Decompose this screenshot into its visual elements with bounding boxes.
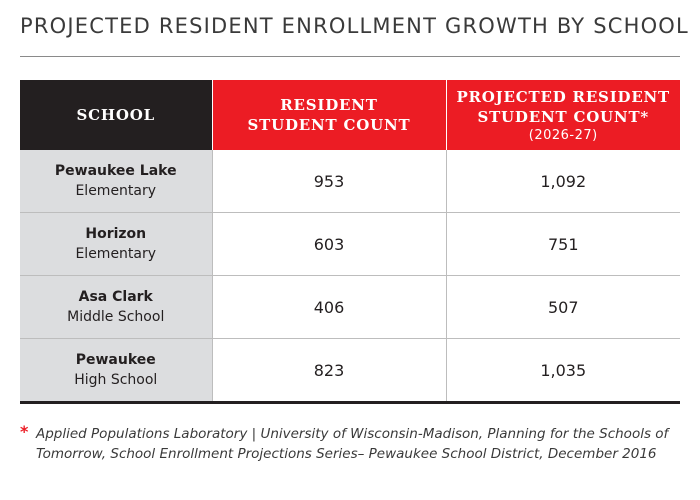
projected-count-cell: 1,092 bbox=[445, 150, 680, 213]
table-row: Pewaukee High School 823 1,035 bbox=[20, 338, 680, 401]
header-row: SCHOOL RESIDENT STUDENT COUNT PROJECTED … bbox=[20, 80, 680, 150]
header-school-label: SCHOOL bbox=[76, 106, 155, 124]
resident-count-cell: 406 bbox=[211, 275, 446, 339]
table-row: Horizon Elementary 603 751 bbox=[20, 212, 680, 276]
school-cell: Asa Clark Middle School bbox=[20, 275, 212, 339]
footnote-asterisk: * bbox=[20, 422, 29, 441]
resident-count-cell: 823 bbox=[211, 338, 446, 401]
school-name: Asa Clark bbox=[78, 289, 153, 305]
footnote-text: Applied Populations Laboratory | Univers… bbox=[36, 426, 669, 462]
school-cell: Horizon Elementary bbox=[20, 212, 212, 276]
title-divider bbox=[20, 56, 680, 57]
school-type: Elementary bbox=[75, 246, 157, 262]
header-projected-count: PROJECTED RESIDENT STUDENT COUNT* (2026-… bbox=[445, 80, 680, 150]
enrollment-table: SCHOOL RESIDENT STUDENT COUNT PROJECTED … bbox=[20, 80, 680, 401]
school-cell: Pewaukee Lake Elementary bbox=[20, 150, 212, 213]
school-cell: Pewaukee High School bbox=[20, 338, 212, 401]
table-bottom-rule bbox=[20, 401, 680, 404]
projected-count-cell: 751 bbox=[445, 212, 680, 276]
school-type: Middle School bbox=[67, 309, 165, 325]
header-resident-line2: STUDENT COUNT bbox=[247, 116, 411, 134]
projected-count-cell: 507 bbox=[445, 275, 680, 339]
header-projected-line2: STUDENT COUNT* bbox=[477, 107, 650, 126]
resident-count-cell: 953 bbox=[211, 150, 446, 213]
chart-title: PROJECTED RESIDENT ENROLLMENT GROWTH BY … bbox=[20, 14, 689, 38]
header-projected-year: (2026-27) bbox=[528, 127, 598, 143]
school-name: Pewaukee bbox=[75, 352, 156, 368]
resident-count-cell: 603 bbox=[211, 212, 446, 276]
table-row: Asa Clark Middle School 406 507 bbox=[20, 275, 680, 339]
source-footnote: * Applied Populations Laboratory | Unive… bbox=[20, 422, 680, 464]
school-name: Pewaukee Lake bbox=[54, 163, 177, 179]
header-resident-count: RESIDENT STUDENT COUNT bbox=[211, 80, 446, 150]
header-resident-line1: RESIDENT bbox=[280, 96, 378, 114]
school-name: Horizon bbox=[85, 226, 147, 242]
table-row: Pewaukee Lake Elementary 953 1,092 bbox=[20, 150, 680, 213]
projected-count-cell: 1,035 bbox=[445, 338, 680, 401]
school-type: High School bbox=[74, 372, 158, 388]
school-type: Elementary bbox=[75, 183, 157, 199]
header-school: SCHOOL bbox=[20, 80, 212, 150]
header-projected-line1: PROJECTED RESIDENT bbox=[456, 87, 671, 106]
